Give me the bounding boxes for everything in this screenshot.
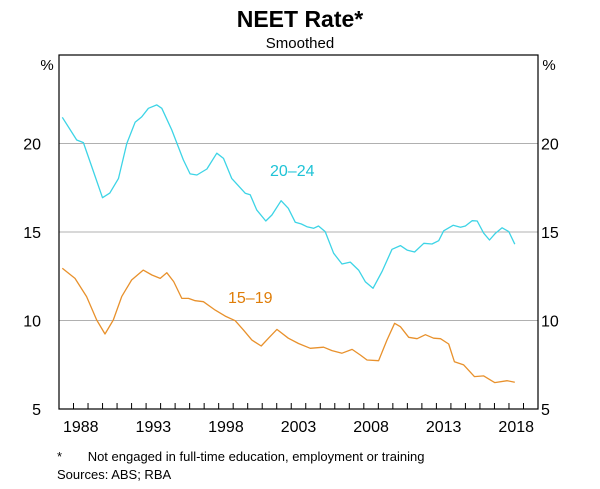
x-tick-label: 2003 [281,419,317,436]
y-axis-unit-right: % [542,57,555,74]
chart-subtitle: Smoothed [266,35,334,52]
y-tick-label-right: 10 [541,314,559,331]
y-tick-label-left: 5 [32,402,41,419]
x-tick-label: 1998 [208,419,244,436]
series-line-20-24 [61,104,516,289]
y-tick-label-left: 10 [23,314,41,331]
y-tick-label-right: 5 [541,402,550,419]
footnote: * Not engaged in full-time education, em… [57,449,424,464]
x-tick-label: 1993 [136,419,172,436]
y-tick-label-left: 20 [23,137,41,154]
chart-title: NEET Rate* [237,6,364,32]
series-label-15-19: 15–19 [228,290,273,307]
x-tick-label: 2008 [353,419,389,436]
footnote-text: Not engaged in full-time education, empl… [87,449,425,464]
series-line-15-19 [61,267,515,384]
x-tick-label: 1988 [63,419,99,436]
y-tick-label-right: 20 [541,137,559,154]
x-tick-label: 2018 [498,419,534,436]
y-axis-unit-left: % [40,57,53,74]
y-tick-label-right: 15 [541,225,559,242]
plot-frame [58,54,539,410]
x-tick-label: 2013 [426,419,462,436]
sources: Sources: ABS; RBA [57,467,172,482]
footnote-marker: * [57,449,63,464]
series-label-20-24: 20–24 [270,163,315,180]
y-tick-label-left: 15 [23,225,41,242]
